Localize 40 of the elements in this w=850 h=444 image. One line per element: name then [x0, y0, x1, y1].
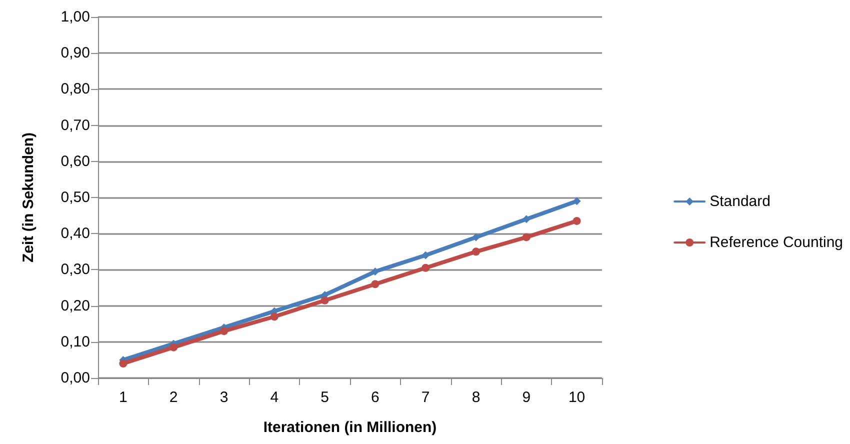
x-tick-label: 7 [421, 389, 430, 406]
x-tick-label: 2 [169, 389, 178, 406]
point [472, 233, 480, 242]
x-tick-label: 3 [220, 389, 228, 406]
point [371, 280, 380, 288]
point [119, 360, 128, 368]
y-tick-label: 0,50 [60, 189, 90, 206]
y-tick-label: 0,60 [60, 152, 90, 170]
legend-label: Reference Counting [710, 234, 844, 251]
y-tick-label: 0,10 [60, 333, 90, 350]
x-tick-label: 1 [119, 389, 128, 406]
point [572, 197, 581, 206]
point [472, 248, 480, 256]
point [422, 264, 430, 272]
y-tick-label: 0,70 [60, 116, 90, 134]
x-tick-label: 5 [320, 389, 329, 406]
x-tick-label: 9 [522, 389, 531, 406]
y-tick-label: 1,00 [60, 8, 90, 26]
point [170, 343, 178, 352]
x-tick-label: 8 [472, 389, 480, 406]
point [320, 296, 329, 304]
point [422, 251, 430, 260]
point [572, 216, 581, 225]
x-axis-title: Iterationen (in Millionen) [263, 419, 437, 436]
legend-label: Standard [710, 193, 770, 210]
point [371, 268, 380, 276]
point [522, 233, 530, 242]
point [522, 215, 530, 224]
x-tick-label: 6 [371, 389, 380, 406]
y-tick-label: 0,00 [60, 370, 90, 386]
y-axis-title: Zeit (in Sekunden) [20, 132, 37, 263]
y-tick-label: 0,80 [60, 80, 90, 98]
y-tick-label: 0,30 [60, 261, 90, 278]
y-tick-label: 0,90 [60, 44, 90, 62]
point [270, 312, 278, 321]
x-tick-label: 4 [270, 389, 279, 406]
point [220, 327, 228, 336]
y-tick-label: 0,20 [60, 297, 90, 314]
x-tick-label: 10 [568, 389, 586, 406]
y-tick-label: 0,40 [60, 225, 90, 242]
